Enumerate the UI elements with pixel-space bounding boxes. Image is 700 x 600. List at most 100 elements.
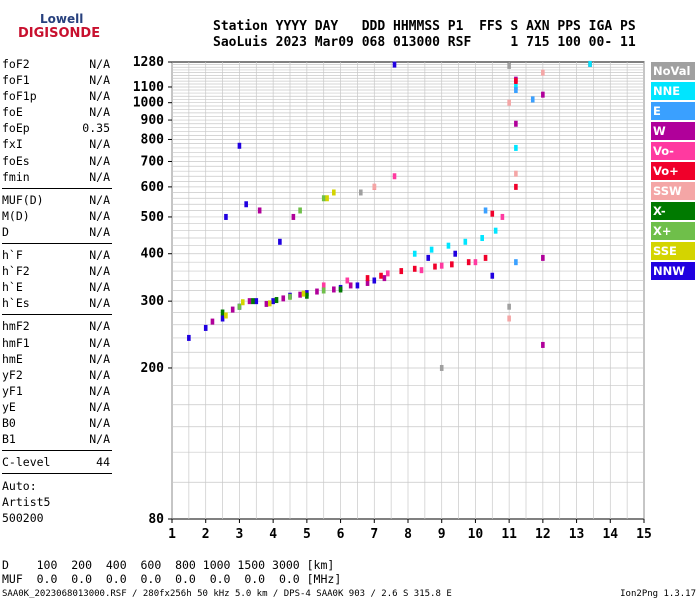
param-name: fmin: [2, 169, 30, 184]
param-name: yF2: [2, 367, 23, 382]
x-tick-label: 13: [569, 527, 585, 542]
data-point-nnw: [355, 282, 360, 289]
header-row2: SaoLuis 2023 Mar09 068 013000 RSF 1 715 …: [213, 35, 636, 50]
param-row-fof2: foF2 N/A: [2, 56, 112, 72]
data-point-nnw: [271, 298, 275, 305]
param-row-hes: h`Es N/A: [2, 295, 112, 311]
param-row-foe: foE N/A: [2, 104, 112, 120]
param-value: N/A: [89, 137, 110, 152]
data-point-x: [220, 309, 225, 316]
data-point-vo: [490, 210, 495, 217]
y-tick-label: 900: [141, 113, 165, 128]
legend-item-vo: Vo-: [651, 142, 695, 160]
data-point-sse: [224, 312, 228, 319]
data-point-nne: [412, 250, 417, 257]
param-value: N/A: [89, 169, 110, 184]
x-tick-label: 14: [602, 527, 618, 542]
footer-version: Ion2Png 1.3.17: [620, 589, 696, 599]
legend-item-e: E: [651, 102, 695, 120]
data-point-e: [514, 87, 518, 94]
y-tick-label: 700: [141, 154, 165, 169]
param-value: N/A: [89, 415, 110, 430]
param-row-foep: foEp 0.35: [2, 120, 112, 136]
legend-item-ssw: SSW: [651, 182, 695, 200]
param-name: foF1p: [2, 89, 37, 104]
param-value: N/A: [89, 73, 110, 88]
data-point-ssw: [507, 99, 511, 106]
param-name: h`Es: [2, 296, 30, 311]
param-value: N/A: [89, 280, 110, 295]
data-point-w: [541, 91, 545, 98]
data-point-ssw: [514, 170, 518, 177]
lowell-digisonde-logo: Lowell DIGISONDE: [4, 6, 124, 46]
param-row-clevel: C-level 44: [2, 454, 112, 470]
param-row-fxi: fxI N/A: [2, 136, 112, 152]
x-tick-label: 15: [636, 527, 652, 542]
param-value: N/A: [89, 248, 110, 263]
data-point-w: [230, 306, 235, 313]
data-point-nnw: [203, 324, 208, 331]
data-point-vo: [514, 183, 518, 190]
legend-item-nne: NNE: [651, 82, 695, 100]
scaled-parameters-panel: foF2 N/A foF1 N/A foF1p N/A foE N/A foEp 0.35 fxI N…: [2, 56, 112, 527]
data-point-x: [305, 292, 309, 299]
data-point-sse: [241, 299, 245, 306]
param-value: N/A: [89, 224, 110, 239]
data-point-nnw: [237, 142, 242, 149]
data-point-x: [288, 293, 292, 300]
data-point-vo: [450, 261, 454, 268]
data-point-w: [382, 275, 387, 282]
x-tick-label: 5: [303, 527, 311, 542]
param-name: fxI: [2, 137, 23, 152]
data-point-x: [338, 286, 343, 293]
data-point-nnw: [224, 213, 228, 220]
data-point-noval: [359, 189, 363, 196]
x-tick-label: 7: [370, 527, 378, 542]
param-value: N/A: [89, 399, 110, 414]
legend-item-vo: Vo+: [651, 162, 695, 180]
x-tick-label: 3: [236, 527, 244, 542]
x-tick-label: 9: [438, 527, 446, 542]
data-point-x: [237, 303, 242, 310]
data-point-x: [298, 207, 302, 214]
data-point-vo: [365, 275, 370, 282]
param-name: B1: [2, 432, 16, 447]
param-separator: [2, 311, 112, 316]
data-point-w: [247, 298, 252, 305]
data-point-vo: [514, 78, 518, 85]
data-point-x: [274, 297, 279, 304]
data-point-w: [332, 286, 336, 293]
data-point-e: [514, 259, 518, 266]
data-point-noval: [507, 303, 511, 310]
data-point-nnw: [220, 315, 225, 322]
param-value: N/A: [89, 264, 110, 279]
chart-axes: 1 2 3 4 5 6 7 8 9 10 11 12 13 14 158020030040050060070…: [133, 55, 652, 542]
data-point-e: [530, 96, 535, 103]
legend-item-noval: NoVal: [651, 62, 695, 80]
y-tick-label: 1100: [133, 80, 164, 95]
data-point-w: [291, 213, 296, 220]
data-point-vo: [345, 277, 350, 284]
data-point-vo: [500, 213, 505, 220]
y-tick-label: 400: [141, 247, 165, 262]
x-tick-label: 1: [168, 527, 176, 542]
param-value: N/A: [89, 153, 110, 168]
data-point-e: [483, 207, 488, 214]
data-point-w: [210, 318, 215, 325]
y-tick-label: 1000: [133, 96, 164, 111]
data-point-vo: [412, 265, 417, 272]
param-value: N/A: [89, 296, 110, 311]
param-row-b1: B1 N/A: [2, 431, 112, 447]
x-tick-label: 6: [337, 527, 345, 542]
param-row-hme: hmE N/A: [2, 351, 112, 367]
param-name: D: [2, 224, 9, 239]
data-point-ssw: [372, 183, 377, 190]
data-point-vo: [473, 259, 478, 266]
legend-item-x: X+: [651, 222, 695, 240]
data-point-ssw: [541, 69, 545, 76]
param-separator: [2, 470, 112, 475]
param-row-mufd: MUF(D) N/A: [2, 192, 112, 208]
legend-item-sse: SSE: [651, 242, 695, 260]
param-row-he: h`E N/A: [2, 279, 112, 295]
